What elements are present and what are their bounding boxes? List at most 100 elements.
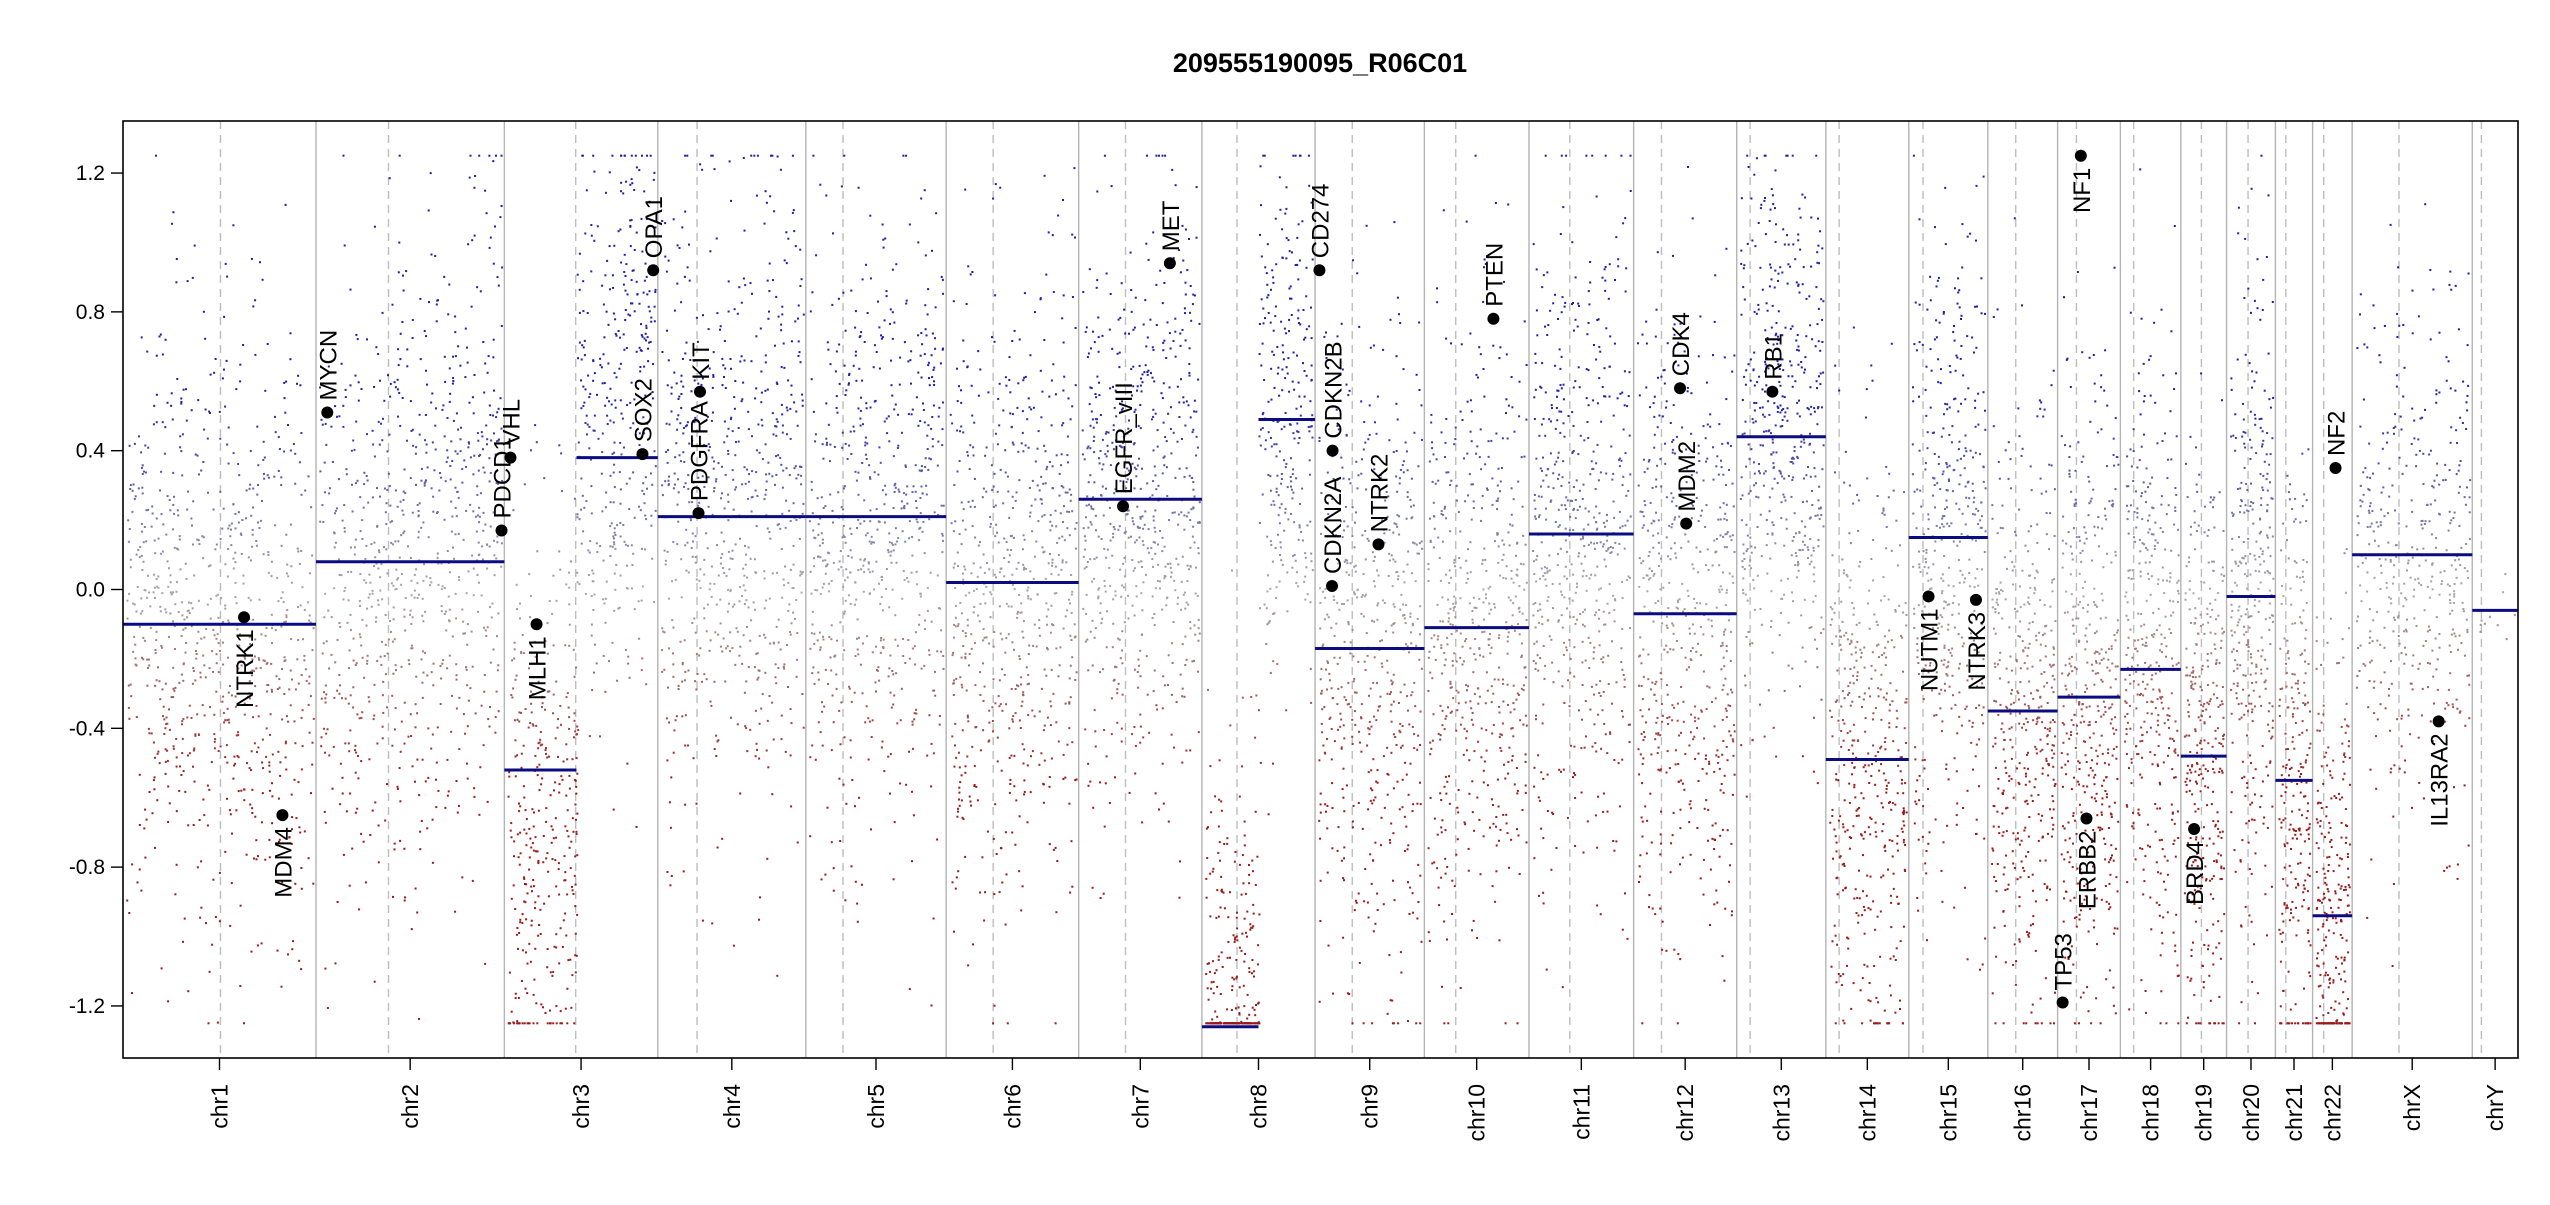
- probe-point: [1110, 293, 1112, 295]
- probe-point: [166, 723, 168, 725]
- probe-point: [860, 568, 862, 570]
- probe-point: [440, 703, 442, 705]
- probe-point: [403, 609, 405, 611]
- probe-point: [190, 602, 192, 604]
- probe-point: [586, 189, 588, 191]
- probe-point: [680, 641, 682, 643]
- probe-point: [287, 721, 289, 723]
- probe-point: [204, 714, 206, 716]
- probe-point: [351, 484, 353, 486]
- probe-point: [706, 678, 708, 680]
- probe-point: [911, 860, 913, 862]
- probe-point: [300, 968, 302, 970]
- probe-point: [735, 441, 737, 443]
- probe-point: [467, 243, 469, 245]
- probe-point: [312, 649, 314, 651]
- probe-point: [695, 632, 697, 634]
- probe-point: [880, 462, 882, 464]
- probe-point: [956, 816, 958, 818]
- probe-point: [373, 386, 375, 388]
- probe-point: [939, 724, 941, 726]
- probe-point: [751, 511, 753, 513]
- probe-point: [486, 568, 488, 570]
- probe-point: [625, 649, 627, 651]
- probe-point: [267, 474, 269, 476]
- probe-point: [549, 1022, 551, 1024]
- probe-point: [1084, 535, 1086, 537]
- probe-point: [1019, 658, 1021, 660]
- probe-point: [873, 366, 875, 368]
- probe-point: [611, 404, 613, 406]
- probe-point: [971, 385, 973, 387]
- probe-point: [248, 597, 250, 599]
- probe-point: [1115, 595, 1117, 597]
- probe-point: [974, 506, 976, 508]
- probe-point: [146, 659, 148, 661]
- probe-point: [456, 515, 458, 517]
- probe-point: [415, 446, 417, 448]
- probe-point: [583, 402, 585, 404]
- probe-point: [1139, 650, 1141, 652]
- probe-point: [501, 267, 503, 269]
- probe-point: [964, 569, 966, 571]
- probe-point: [1198, 552, 1200, 554]
- probe-point: [605, 506, 607, 508]
- probe-point: [410, 477, 412, 479]
- probe-point: [1163, 577, 1165, 579]
- probe-point: [1062, 199, 1064, 201]
- probe-point: [842, 292, 844, 294]
- probe-point: [1055, 525, 1057, 527]
- probe-point: [1044, 669, 1046, 671]
- probe-point: [155, 649, 157, 651]
- probe-point: [451, 460, 453, 462]
- probe-point: [470, 456, 472, 458]
- probe-point: [628, 508, 630, 510]
- probe-point: [172, 211, 174, 213]
- probe-point: [765, 473, 767, 475]
- probe-point: [126, 600, 128, 602]
- probe-point: [917, 241, 919, 243]
- probe-point: [901, 598, 903, 600]
- probe-point: [828, 636, 830, 638]
- probe-point: [1058, 537, 1060, 539]
- probe-point: [1287, 373, 1289, 375]
- probe-point: [665, 451, 667, 453]
- probe-point: [739, 361, 741, 363]
- probe-point: [710, 705, 712, 707]
- probe-point: [581, 155, 583, 157]
- probe-point: [796, 659, 798, 661]
- probe-point: [701, 384, 703, 386]
- probe-point: [917, 372, 919, 374]
- probe-point: [1112, 598, 1114, 600]
- probe-point: [1092, 887, 1094, 889]
- probe-point: [861, 380, 863, 382]
- probe-point: [833, 890, 835, 892]
- probe-point: [603, 602, 605, 604]
- probe-point: [323, 691, 325, 693]
- probe-point: [1030, 791, 1032, 793]
- probe-point: [1096, 279, 1098, 281]
- probe-point: [456, 780, 458, 782]
- probe-point: [1248, 874, 1250, 876]
- probe-point: [855, 881, 857, 883]
- probe-point: [368, 597, 370, 599]
- probe-point: [339, 693, 341, 695]
- probe-point: [1189, 475, 1191, 477]
- probe-point: [384, 488, 386, 490]
- probe-point: [449, 401, 451, 403]
- probe-point: [342, 777, 344, 779]
- probe-point: [620, 262, 622, 264]
- probe-point: [1254, 1009, 1256, 1011]
- probe-point: [224, 719, 226, 721]
- probe-point: [1153, 516, 1155, 518]
- probe-point: [271, 782, 273, 784]
- probe-point: [379, 496, 381, 498]
- probe-point: [550, 971, 552, 973]
- probe-point: [1128, 333, 1130, 335]
- probe-point: [592, 380, 594, 382]
- probe-point: [1172, 512, 1174, 514]
- probe-point: [176, 581, 178, 583]
- probe-point: [1076, 522, 1078, 524]
- probe-point: [1244, 953, 1246, 955]
- probe-point: [637, 293, 639, 295]
